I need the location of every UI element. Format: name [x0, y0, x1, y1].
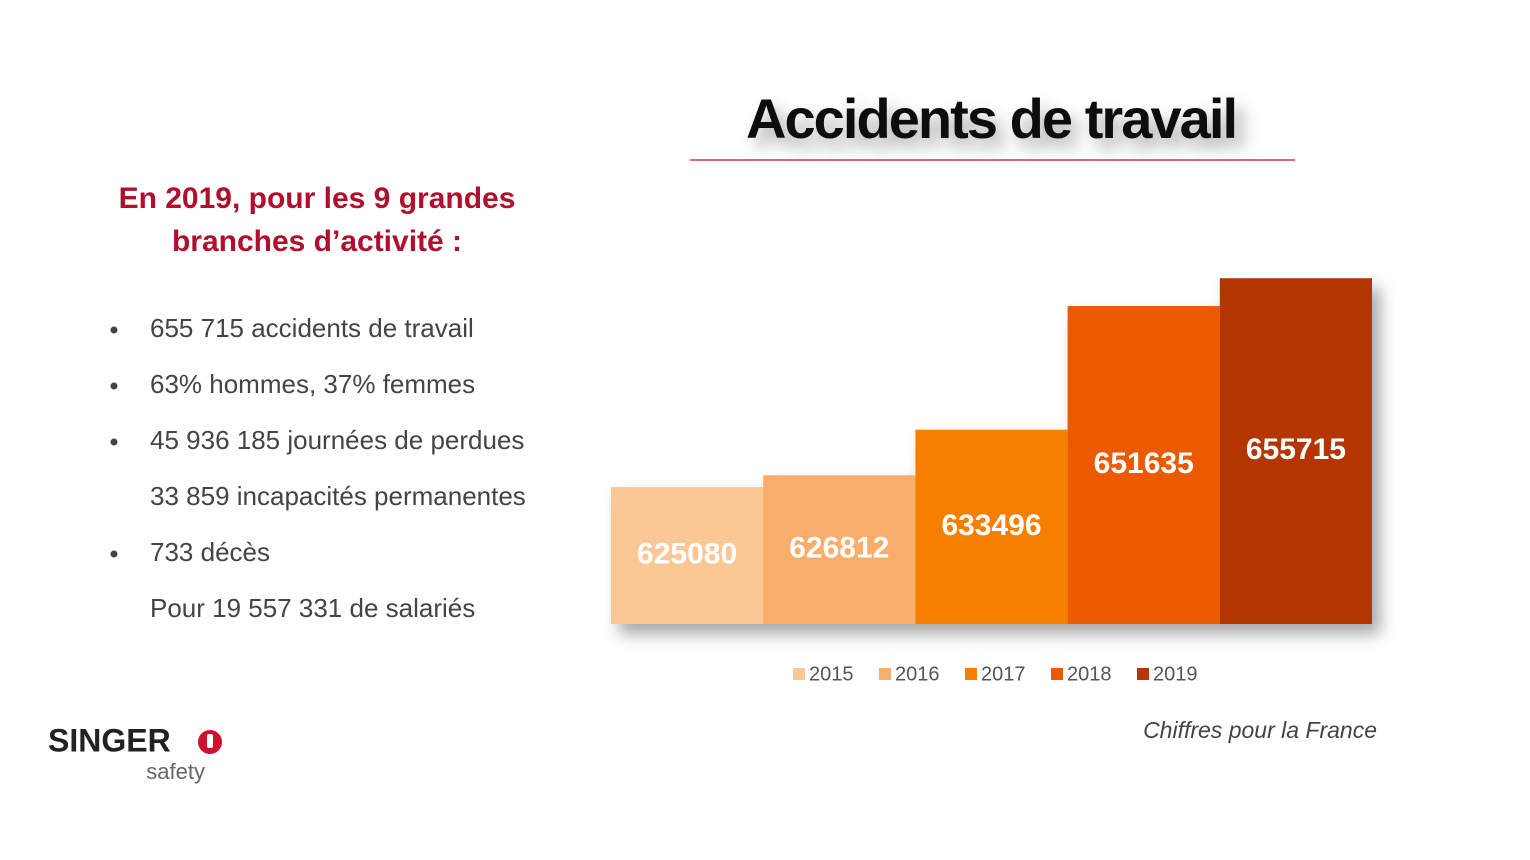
legend-swatch — [879, 668, 891, 680]
chart-title: Accidents de travail — [746, 87, 1238, 150]
logo-icon-detail — [207, 734, 213, 748]
list-item: 63% hommes, 37% femmes — [150, 369, 475, 399]
bullet — [110, 382, 118, 390]
legend-swatch — [1051, 668, 1063, 680]
legend-swatch — [793, 668, 805, 680]
legend-label: 2018 — [1067, 663, 1112, 685]
legend-swatch — [1137, 668, 1149, 680]
legend-label: 2017 — [981, 663, 1026, 685]
legend-label: 2015 — [809, 663, 854, 685]
list-item: 45 936 185 journées de perdues — [150, 425, 524, 455]
bar — [611, 487, 764, 624]
bar-value-label: 651635 — [1094, 447, 1194, 480]
logo: SINGER safety — [48, 722, 222, 784]
chart-note: Chiffres pour la France — [1143, 717, 1377, 743]
bar-value-label: 625080 — [637, 537, 737, 570]
legend-swatch — [965, 668, 977, 680]
list-item: 33 859 incapacités permanentes — [150, 481, 526, 511]
bar — [1219, 278, 1372, 624]
legend-label: 2019 — [1153, 663, 1198, 685]
bar-value-label: 633496 — [941, 509, 1041, 542]
bar-value-label: 655715 — [1246, 433, 1346, 466]
intro-line: branches d’activité : — [172, 225, 462, 258]
bullet — [110, 438, 118, 446]
list-item: 655 715 accidents de travail — [150, 313, 474, 343]
intro-line: En 2019, pour les 9 grandes — [119, 182, 516, 215]
bar — [1067, 306, 1220, 624]
bar-group — [611, 278, 1372, 624]
list-item: Pour 19 557 331 de salariés — [150, 593, 475, 623]
list-item: 733 décès — [150, 537, 270, 567]
logo-tagline: safety — [146, 759, 205, 784]
bullet — [110, 550, 118, 558]
legend-label: 2016 — [895, 663, 940, 685]
bar — [915, 429, 1068, 624]
bar-value-label: 626812 — [789, 532, 889, 565]
bullet — [110, 326, 118, 334]
bar — [763, 475, 916, 624]
logo-brand: SINGER — [48, 722, 171, 758]
